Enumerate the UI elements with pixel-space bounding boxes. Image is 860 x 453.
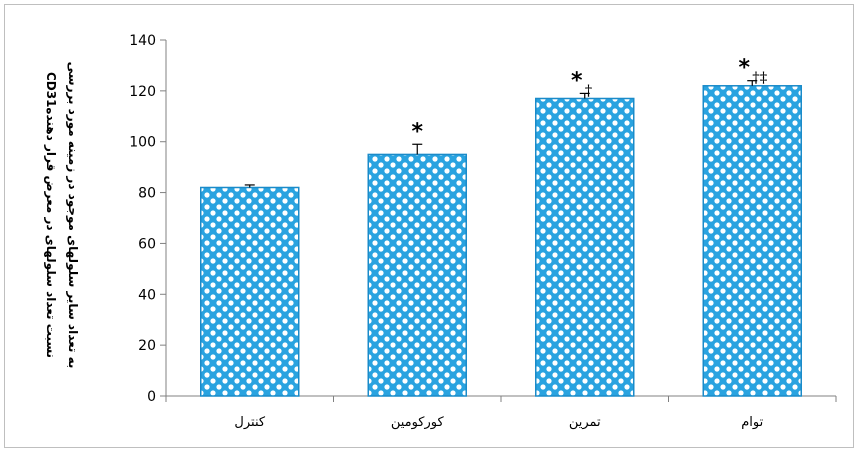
significance-star: * bbox=[738, 56, 750, 81]
y-tick-label: 60 bbox=[138, 236, 156, 252]
x-category-label: کورکومین bbox=[391, 415, 445, 430]
y-axis-title-line-1: CD31نسبت تعداد سلولهای در معرض قرار دهند… bbox=[43, 72, 58, 358]
y-tick-label: 40 bbox=[138, 287, 156, 303]
y-axis-title-line-2: به تعداد سایر سلولهای موجود در زمینه مور… bbox=[65, 62, 80, 369]
y-tick-label: 120 bbox=[129, 84, 156, 100]
x-category-label: تمرین bbox=[569, 415, 601, 430]
significance-dagger: † bbox=[585, 81, 593, 99]
y-tick-label: 140 bbox=[129, 33, 156, 49]
y-tick-label: 80 bbox=[138, 186, 156, 202]
significance-star: * bbox=[571, 68, 583, 93]
y-tick-label: 0 bbox=[147, 389, 156, 405]
bar bbox=[200, 186, 300, 397]
y-tick-label: 20 bbox=[138, 338, 156, 354]
y-axis-title: CD31نسبت تعداد سلولهای در معرض قرار دهند… bbox=[43, 62, 80, 369]
y-tick-label: 100 bbox=[129, 135, 156, 151]
bar bbox=[702, 85, 802, 397]
x-category-label: توام bbox=[741, 415, 763, 430]
chart-frame bbox=[4, 4, 854, 448]
significance-dagger: †‡ bbox=[752, 69, 768, 87]
x-category-label: کنترل bbox=[234, 415, 265, 430]
bar bbox=[535, 97, 635, 397]
bar bbox=[367, 153, 467, 397]
significance-star: * bbox=[411, 119, 423, 144]
